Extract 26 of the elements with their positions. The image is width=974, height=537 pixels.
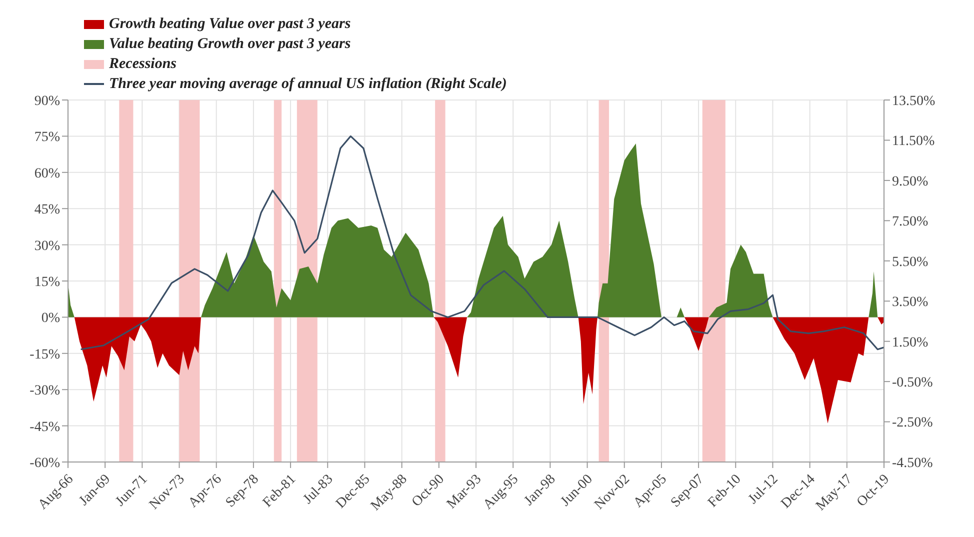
y2-tick-label: -2.50% <box>892 416 934 431</box>
y-tick-label: 0% <box>41 311 60 326</box>
y2-tick-label: -4.50% <box>892 456 934 471</box>
y2-tick-label: 13.50% <box>892 94 936 109</box>
y-tick-label: 60% <box>34 166 60 182</box>
y2-tick-label: 7.50% <box>892 214 928 230</box>
legend-label: Growth beating Value over past 3 years <box>109 15 351 34</box>
y-tick-label: -15% <box>30 347 60 362</box>
y2-tick-label: 3.50% <box>892 295 928 310</box>
y-tick-label: 90% <box>34 94 60 109</box>
y2-tick-label: 11.50% <box>892 134 935 150</box>
y-tick-label: 75% <box>34 130 60 146</box>
band-label: Recessions <box>109 55 176 74</box>
line-series <box>80 135 884 350</box>
legend-label: Three year moving average of annual US inflation (Right Scale) <box>109 75 507 94</box>
y2-tick-label: 9.50% <box>892 174 928 190</box>
y-tick-label: -30% <box>30 384 60 399</box>
y-tick-label: -45% <box>30 420 60 435</box>
y2-tick-label: 1.50% <box>892 335 928 350</box>
y2-tick-label: -0.50% <box>892 376 934 391</box>
y2-tick-label: 5.50% <box>892 254 928 270</box>
y-tick-label: 45% <box>34 202 60 218</box>
y-tick-label: 15% <box>34 274 60 290</box>
y-tick-label: -60% <box>30 456 60 471</box>
legend-label: Value beating Growth over past 3 years <box>109 35 351 54</box>
y-tick-label: 30% <box>34 238 60 254</box>
